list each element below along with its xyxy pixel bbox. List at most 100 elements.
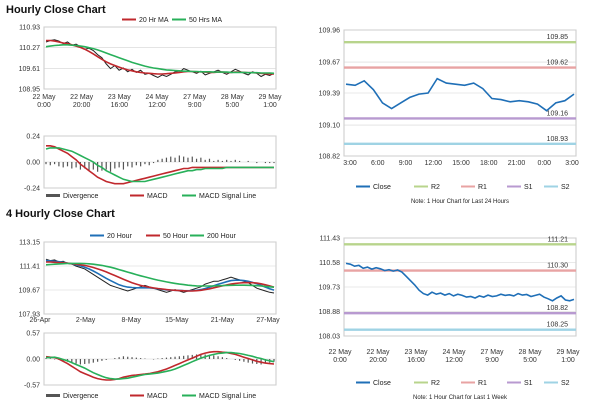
x-tick-label: 18:00 <box>480 160 498 167</box>
y-tick-label: 109.39 <box>319 91 341 98</box>
x-tick-label: 27 May 9:00 <box>183 94 206 109</box>
legend-label: Close <box>373 184 391 191</box>
y-tick-label: 108.82 <box>319 154 341 161</box>
plot-area <box>43 241 277 315</box>
x-tick-label: 3:00 <box>343 160 357 167</box>
x-tick-label: 24 May 12:00 <box>443 349 466 364</box>
legend-label: R2 <box>431 380 440 387</box>
level-label-r1: 110.30 <box>547 263 568 270</box>
y-tick-label: 110.58 <box>319 260 340 267</box>
legend-label: 20 Hr MA <box>139 17 169 24</box>
series-line-close <box>45 258 275 294</box>
y-tick-label: 109.61 <box>19 66 41 73</box>
y-tick-label: 108.95 <box>19 87 41 94</box>
legend-label: S2 <box>561 184 570 191</box>
x-tick-label: 22 May 20:00 <box>70 94 93 109</box>
level-label-s2: 108.25 <box>547 322 569 329</box>
x-tick-label: 29 May 1:00 <box>259 94 282 109</box>
series-line-close <box>345 77 575 112</box>
series-line-200-hour <box>45 262 275 288</box>
y-tick-label: 109.10 <box>319 123 341 130</box>
series-line-macd <box>45 350 275 381</box>
x-tick-label: 3:00 <box>565 160 579 167</box>
legend-label: 50 Hrs MA <box>189 17 222 24</box>
y-tick-label: 0.57 <box>26 331 40 338</box>
x-tick-label: 21:00 <box>508 160 526 167</box>
legend-label: Divergence <box>63 193 99 200</box>
legend-label: S2 <box>561 380 570 387</box>
four-hourly-chart-title: 4 Hourly Close Chart <box>6 208 115 220</box>
x-tick-label: 8-May <box>121 317 141 324</box>
y-tick-label: 109.67 <box>19 288 41 295</box>
level-label-s1: 109.16 <box>547 110 569 117</box>
level-label-r2: 111.21 <box>548 236 568 243</box>
x-tick-label: 27-May <box>256 317 280 324</box>
y-tick-label: 111.41 <box>20 264 40 271</box>
chart-c6 <box>343 237 577 384</box>
y-tick-label: 113.15 <box>19 240 40 247</box>
series-line-50-hrs-ma <box>45 43 275 75</box>
level-label-s1: 108.82 <box>547 305 569 312</box>
y-tick-label: 109.67 <box>319 60 341 67</box>
level-label-r2: 109.85 <box>547 34 569 41</box>
chart-note: Note: 1 Hour Chart for Last 1 Week <box>413 395 508 401</box>
legend-label: 20 Hour <box>107 233 133 240</box>
x-tick-label: 26-Apr <box>29 317 51 324</box>
x-tick-label: 0:00 <box>537 160 551 167</box>
series-line-macd-signal-line <box>45 147 274 183</box>
y-tick-label: 109.73 <box>319 285 341 292</box>
y-tick-label: 110.27 <box>19 45 40 52</box>
legend-label: Divergence <box>63 393 99 400</box>
x-tick-label: 22 May 0:00 <box>329 349 352 364</box>
x-tick-label: 29 May 1:00 <box>557 349 580 364</box>
series-line-close <box>345 262 575 302</box>
legend-label: Close <box>373 380 391 387</box>
x-tick-label: 21-May <box>211 317 235 324</box>
legend-label: S1 <box>524 380 533 387</box>
y-tick-label: 0.24 <box>26 134 40 141</box>
x-tick-label: 28 May 5:00 <box>221 94 244 109</box>
x-tick-label: 28 May 5:00 <box>519 349 542 364</box>
chart-c3 <box>343 29 577 188</box>
y-tick-label: 0.00 <box>26 357 40 364</box>
x-tick-label: 12:00 <box>424 160 442 167</box>
y-tick-label: 109.96 <box>319 28 341 35</box>
legend-label: R1 <box>478 380 487 387</box>
series-line-macd-signal-line <box>46 351 275 380</box>
y-tick-label: 107.93 <box>19 312 41 319</box>
chart-c4 <box>43 234 277 315</box>
x-tick-label: 15:00 <box>452 160 470 167</box>
legend-label: MACD <box>147 193 168 200</box>
chart-note: Note: 1 Hour Chart for Last 24 Hours <box>411 199 509 205</box>
y-tick-label: 111.43 <box>320 236 340 243</box>
x-tick-label: 23 May 16:00 <box>108 94 131 109</box>
x-tick-label: 9:00 <box>399 160 413 167</box>
legend-label: MACD Signal Line <box>199 393 256 400</box>
level-label-s2: 108.93 <box>547 136 569 143</box>
chart-c1 <box>43 18 277 90</box>
x-tick-label: 15-May <box>165 317 189 324</box>
series-line-50-hour <box>46 261 275 292</box>
chart-c2 <box>43 135 277 197</box>
y-tick-label: 108.03 <box>319 334 341 341</box>
y-tick-label: 108.88 <box>319 309 341 316</box>
legend-label: S1 <box>524 184 533 191</box>
x-tick-label: 22 May 0:00 <box>33 94 56 109</box>
legend-label: R1 <box>478 184 487 191</box>
x-tick-label: 6:00 <box>371 160 385 167</box>
legend-label: MACD Signal Line <box>199 193 256 200</box>
level-label-r1: 109.62 <box>547 60 569 67</box>
plot-area <box>43 26 277 90</box>
x-tick-label: 27 May 9:00 <box>481 349 504 364</box>
legend-label: R2 <box>431 184 440 191</box>
x-tick-label: 2-May <box>76 317 96 324</box>
legend-label: 50 Hour <box>163 233 189 240</box>
x-tick-label: 23 May 16:00 <box>405 349 428 364</box>
legend-label: 200 Hour <box>207 233 236 240</box>
y-tick-label: 0.00 <box>26 160 40 167</box>
x-tick-label: 22 May 20:00 <box>367 349 390 364</box>
legend-label: MACD <box>147 393 168 400</box>
chart-c5 <box>43 332 277 397</box>
y-tick-label: 110.93 <box>19 25 40 32</box>
